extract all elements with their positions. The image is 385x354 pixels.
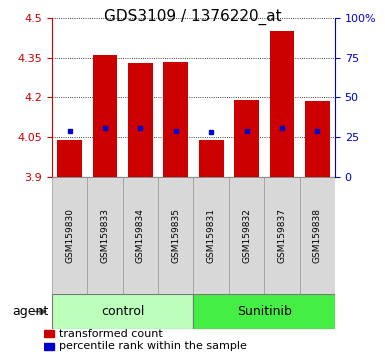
Bar bbox=[270, 31, 294, 177]
Bar bbox=[163, 62, 188, 177]
Text: GSM159834: GSM159834 bbox=[136, 208, 145, 263]
Text: percentile rank within the sample: percentile rank within the sample bbox=[59, 341, 247, 351]
Bar bbox=[193, 294, 335, 329]
Text: GSM159831: GSM159831 bbox=[207, 208, 216, 263]
Text: GSM159835: GSM159835 bbox=[171, 208, 180, 263]
Bar bbox=[52, 294, 193, 329]
Text: transformed count: transformed count bbox=[59, 329, 162, 339]
Text: GSM159833: GSM159833 bbox=[100, 208, 110, 263]
Text: agent: agent bbox=[12, 305, 48, 318]
Bar bbox=[234, 100, 259, 177]
Bar bbox=[44, 331, 54, 337]
Bar bbox=[305, 101, 330, 177]
Text: control: control bbox=[101, 305, 144, 318]
Bar bbox=[128, 63, 153, 177]
Text: GSM159830: GSM159830 bbox=[65, 208, 74, 263]
Bar bbox=[52, 177, 87, 294]
Bar bbox=[158, 177, 193, 294]
Text: Sunitinib: Sunitinib bbox=[237, 305, 292, 318]
Bar bbox=[57, 140, 82, 177]
Bar bbox=[93, 55, 117, 177]
Bar bbox=[193, 177, 229, 294]
Bar bbox=[199, 140, 224, 177]
Bar bbox=[44, 343, 54, 350]
Bar bbox=[87, 177, 123, 294]
Bar bbox=[123, 177, 158, 294]
Bar bbox=[264, 177, 300, 294]
Text: GDS3109 / 1376220_at: GDS3109 / 1376220_at bbox=[104, 9, 281, 25]
Text: GSM159838: GSM159838 bbox=[313, 208, 322, 263]
Text: GSM159832: GSM159832 bbox=[242, 208, 251, 263]
Bar bbox=[300, 177, 335, 294]
Bar bbox=[229, 177, 264, 294]
Text: GSM159837: GSM159837 bbox=[277, 208, 286, 263]
